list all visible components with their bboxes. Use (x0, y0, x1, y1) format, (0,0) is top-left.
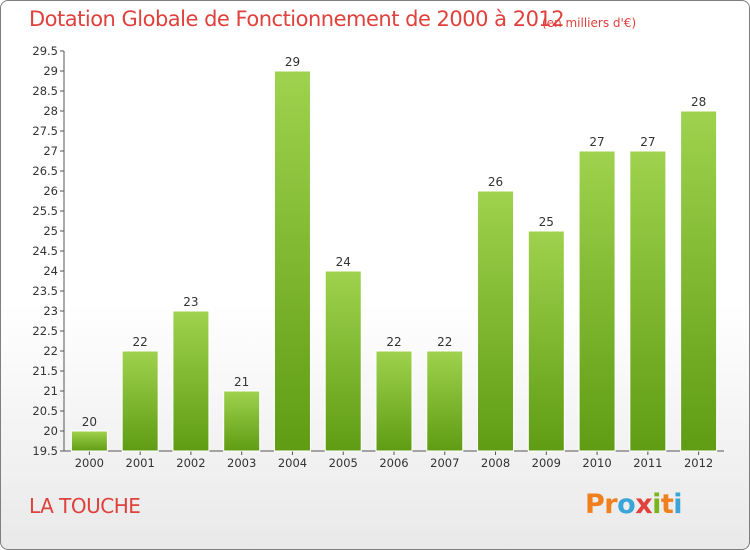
y-tick-label: 21.5 (32, 364, 58, 378)
bar-2009 (527, 230, 565, 452)
y-tick-label: 20 (43, 424, 58, 438)
y-tick-label: 29 (43, 64, 58, 78)
value-label-2002: 23 (183, 295, 198, 309)
logo-letter: r (604, 489, 618, 520)
y-tick-label: 23.5 (32, 284, 58, 298)
y-tick-label: 28.5 (32, 84, 58, 98)
y-tick-label: 27 (43, 144, 58, 158)
x-tick-label-2005: 2005 (329, 456, 358, 470)
y-tick-label: 23 (43, 304, 58, 318)
value-label-2012: 28 (691, 95, 706, 109)
chart-subtitle: (en milliers d'€) (542, 16, 637, 30)
proxiti-logo: Proxiti (585, 489, 683, 520)
value-label-2001: 22 (133, 335, 148, 349)
bar-2005 (324, 270, 362, 452)
y-tick-label: 28 (43, 104, 58, 118)
logo-letter: o (617, 489, 636, 520)
bar-2011 (629, 150, 667, 452)
value-labels-group: 20 22 23 21 29 24 22 22 26 25 27 27 28 (82, 55, 707, 429)
bar-2006 (375, 350, 413, 452)
value-label-2007: 22 (437, 335, 452, 349)
x-tick-label-2007: 2007 (430, 456, 459, 470)
logo-letter: t (660, 489, 674, 520)
x-tick-label-2009: 2009 (532, 456, 561, 470)
bar-2010 (578, 150, 616, 452)
value-label-2008: 26 (488, 175, 503, 189)
bars-group (70, 70, 718, 452)
axes: 19.5 20 20.5 21 21.5 22 22.5 23 23.5 24 24.5 25 25.5… (32, 44, 724, 470)
logo-letter: x (635, 489, 653, 520)
chart-title: Dotation Globale de Fonctionnement de 20… (29, 7, 565, 31)
y-tick-label: 26 (43, 184, 58, 198)
bar-2002 (172, 310, 210, 452)
x-tick-label-2001: 2001 (126, 456, 155, 470)
x-tick-label-2008: 2008 (481, 456, 510, 470)
y-tick-label: 26.5 (32, 164, 58, 178)
value-label-2005: 24 (336, 255, 351, 269)
x-tick-label-2003: 2003 (227, 456, 256, 470)
value-label-2009: 25 (539, 215, 554, 229)
bar-2004 (273, 70, 311, 452)
value-label-2011: 27 (640, 135, 655, 149)
value-label-2010: 27 (589, 135, 604, 149)
value-label-2000: 20 (82, 415, 97, 429)
place-name: LA TOUCHE (29, 494, 141, 518)
y-tick-label: 25.5 (32, 204, 58, 218)
logo-letter: P (585, 489, 605, 520)
y-tick-label: 27.5 (32, 124, 58, 138)
x-tick-label-2000: 2000 (75, 456, 104, 470)
x-tick-label-2011: 2011 (633, 456, 662, 470)
bar-2001 (121, 350, 159, 452)
bar-2012 (680, 110, 718, 452)
y-tick-label: 22 (43, 344, 58, 358)
y-tick-label: 24.5 (32, 244, 58, 258)
x-tick-label-2002: 2002 (176, 456, 205, 470)
y-tick-label: 24 (43, 264, 58, 278)
value-label-2004: 29 (285, 55, 300, 69)
bar-2003 (223, 390, 261, 452)
y-tick-label: 25 (43, 224, 58, 238)
bar-2000 (70, 430, 108, 452)
bar-2007 (426, 350, 464, 452)
y-tick-label: 20.5 (32, 404, 58, 418)
x-tick-label-2012: 2012 (684, 456, 713, 470)
x-tick-label-2010: 2010 (582, 456, 611, 470)
y-tick-label: 22.5 (32, 324, 58, 338)
y-tick-label: 19.5 (32, 444, 58, 458)
value-label-2006: 22 (386, 335, 401, 349)
bar-2008 (477, 190, 515, 452)
x-tick-label-2004: 2004 (278, 456, 307, 470)
logo-letter: i (652, 489, 661, 520)
x-tick-label-2006: 2006 (379, 456, 408, 470)
value-label-2003: 21 (234, 375, 249, 389)
logo-letter: i (673, 489, 683, 520)
y-tick-label: 21 (43, 384, 58, 398)
y-tick-label: 29.5 (32, 44, 58, 58)
